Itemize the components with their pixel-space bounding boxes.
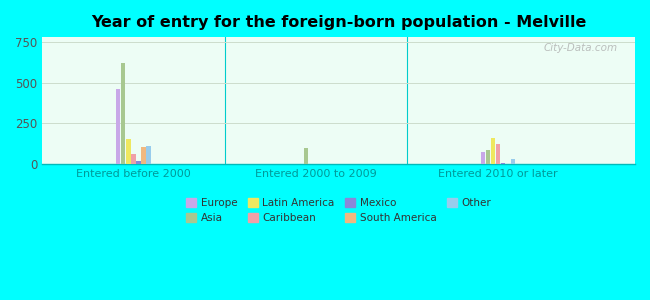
Bar (136, 161, 140, 164)
Bar (501, 163, 506, 164)
Legend: Europe, Asia, Latin America, Caribbean, Mexico, South America, Other: Europe, Asia, Latin America, Caribbean, … (186, 198, 491, 223)
Bar (126, 139, 131, 164)
Bar (141, 147, 146, 164)
Bar (491, 138, 495, 164)
Bar (121, 63, 125, 164)
Bar (486, 150, 490, 164)
Bar (146, 146, 151, 164)
Bar (304, 148, 308, 164)
Bar (481, 152, 486, 164)
Bar (511, 159, 515, 164)
Bar (496, 144, 500, 164)
Text: City-Data.com: City-Data.com (543, 43, 618, 53)
Bar (131, 154, 136, 164)
Bar (116, 89, 120, 164)
Title: Year of entry for the foreign-born population - Melville: Year of entry for the foreign-born popul… (91, 15, 586, 30)
